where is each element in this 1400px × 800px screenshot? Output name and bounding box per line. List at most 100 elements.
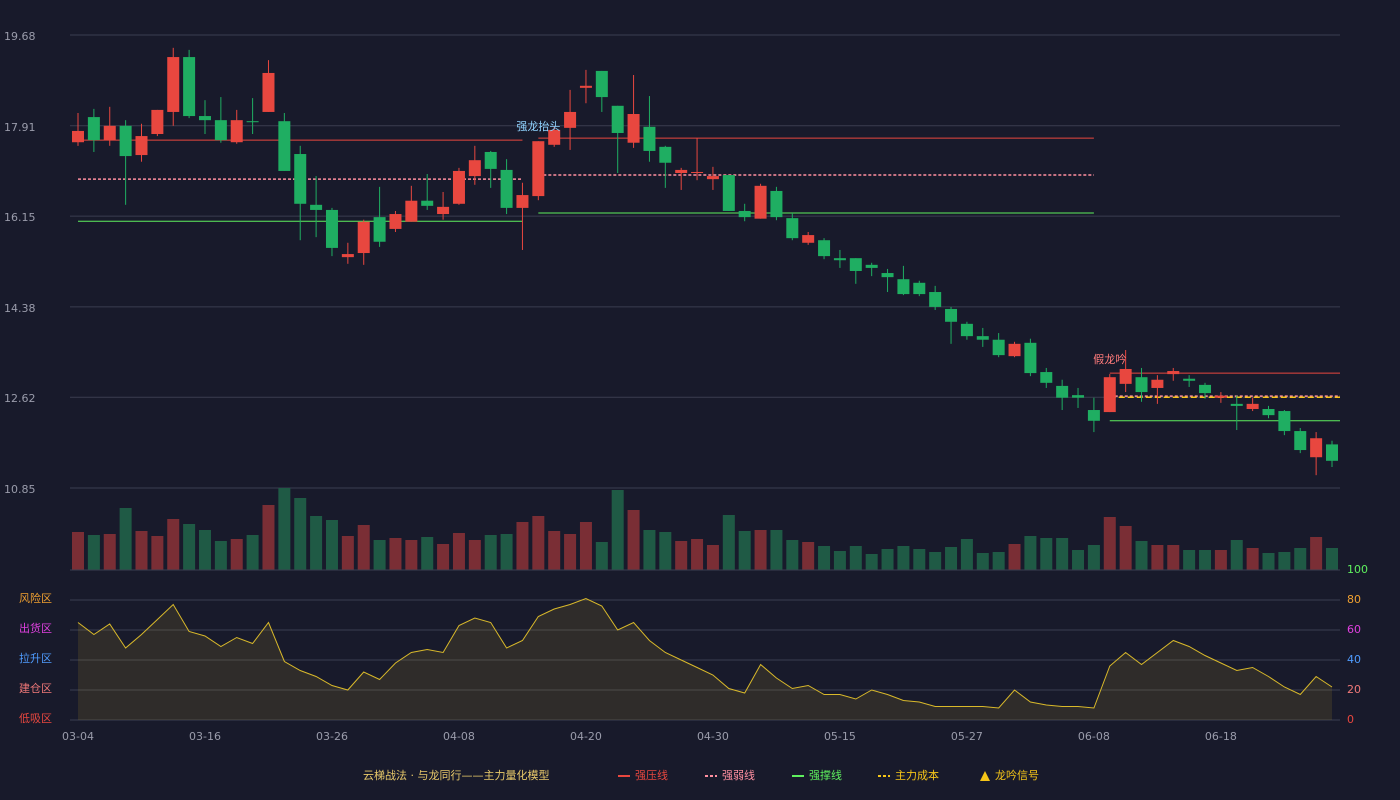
y-tick-label: 80: [1347, 593, 1361, 606]
candle-body: [532, 141, 545, 197]
volume-bar: [389, 538, 402, 570]
volume-bar: [294, 498, 307, 570]
candle-body: [119, 125, 132, 157]
y-tick-label: 10.85: [4, 483, 36, 496]
volume-bar: [960, 539, 973, 570]
volume-bar: [516, 522, 529, 570]
candle-body: [310, 204, 323, 210]
candle-body: [738, 210, 751, 218]
candle-body: [1040, 372, 1053, 383]
zone-label: 建仓区: [19, 681, 52, 695]
candle-body: [1024, 342, 1037, 374]
volume-bar: [643, 530, 656, 570]
volume-bar: [468, 540, 481, 570]
volume-bar: [659, 532, 672, 570]
candle-body: [516, 195, 529, 208]
x-tick-label: 06-08: [1078, 730, 1110, 743]
candle-body: [437, 206, 450, 215]
volume-bar: [786, 540, 799, 570]
volume-bar: [72, 532, 84, 570]
volume-bar: [976, 553, 989, 570]
candle-body: [1087, 410, 1100, 421]
candle-body: [595, 70, 608, 98]
candle-body: [341, 254, 354, 258]
zone-label: 风险区: [19, 591, 52, 605]
candle-body: [976, 336, 989, 340]
candle-body: [1294, 431, 1307, 451]
candle-body: [833, 258, 846, 261]
candle-body: [786, 218, 799, 239]
volume-bar: [627, 510, 640, 570]
volume-bar: [246, 535, 259, 570]
volume-bar: [167, 519, 180, 570]
candle-body: [167, 57, 180, 112]
candle-body: [992, 339, 1005, 356]
candle-body: [960, 323, 973, 337]
volume-bar: [1087, 545, 1100, 570]
candle-body: [1167, 371, 1180, 375]
x-tick-label: 03-04: [62, 730, 94, 743]
volume-bar: [849, 546, 862, 570]
candle-body: [294, 154, 307, 204]
y-tick-label: 40: [1347, 653, 1361, 666]
candle-body: [643, 126, 656, 151]
volume-bar: [579, 522, 592, 570]
volume-bar: [992, 552, 1005, 570]
volume-bar: [770, 530, 783, 570]
candle-body: [198, 116, 211, 121]
candle-body: [325, 209, 338, 248]
candle-body: [1056, 385, 1069, 398]
legend-swatch: [980, 771, 990, 781]
signal-label: 假龙吟: [1093, 352, 1126, 366]
candle-body: [262, 72, 275, 112]
candle-body: [659, 146, 672, 163]
candle-body: [913, 282, 926, 295]
legend-title: 云梯战法 · 与龙同行——主力量化模型: [363, 768, 550, 782]
volume-bar: [675, 541, 688, 570]
candle-body: [1072, 395, 1085, 398]
volume-bar: [1151, 545, 1164, 570]
volume-bar: [1214, 550, 1227, 570]
candle-body: [770, 190, 783, 218]
candle-body: [214, 120, 227, 141]
volume-bar: [87, 535, 100, 570]
volume-bar: [262, 505, 275, 570]
candle-body: [1151, 379, 1164, 388]
candle-body: [183, 57, 196, 117]
candle-body: [675, 169, 688, 174]
volume-bar: [1183, 550, 1196, 570]
candle-body: [103, 125, 116, 141]
volume-bar: [1294, 548, 1307, 570]
volume-bar: [833, 551, 846, 570]
volume-bar: [802, 542, 815, 570]
candle-body: [452, 170, 465, 204]
y-tick-label: 12.62: [4, 392, 36, 405]
volume-bar: [278, 488, 291, 570]
volume-bar: [595, 542, 608, 570]
volume-bar: [230, 539, 243, 570]
volume-bar: [183, 524, 196, 570]
volume-bar: [564, 534, 577, 570]
volume-bar: [611, 490, 624, 570]
candle-body: [611, 105, 624, 133]
candle-body: [1246, 403, 1259, 409]
candle-body: [849, 258, 862, 271]
volume-bar: [341, 536, 354, 570]
volume-bar: [310, 516, 323, 570]
volume-bar: [103, 534, 116, 570]
x-tick-label: 04-20: [570, 730, 602, 743]
candle-body: [722, 175, 735, 211]
candle-body: [564, 111, 577, 128]
x-tick-label: 03-26: [316, 730, 348, 743]
legend-label: 主力成本: [895, 768, 939, 782]
candle-body: [421, 200, 434, 206]
candle-body: [1326, 444, 1338, 461]
volume-bar: [405, 540, 418, 570]
volume-bar: [929, 552, 942, 570]
candle-body: [151, 109, 164, 135]
volume-bar: [532, 516, 545, 570]
volume-bar: [214, 541, 227, 570]
x-tick-label: 04-30: [697, 730, 729, 743]
candle-body: [881, 273, 894, 278]
volume-bar: [691, 539, 704, 570]
